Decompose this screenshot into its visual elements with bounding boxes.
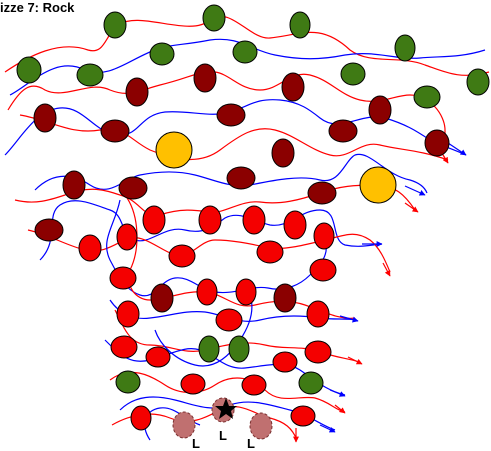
bead-red [256, 240, 284, 264]
bead-green [289, 11, 311, 39]
bead-green [76, 63, 104, 87]
bead-green [413, 85, 441, 109]
bead-label: L [219, 428, 227, 443]
bead-faded [249, 412, 273, 440]
bead-darkred [226, 166, 256, 190]
bead-red [78, 234, 102, 262]
thread-red [4, 15, 490, 76]
bead-darkred [368, 95, 392, 125]
bead-green [466, 68, 490, 96]
bead-label: L [192, 436, 200, 451]
bead-red [215, 308, 243, 332]
bead-darkred [216, 103, 246, 127]
bead-red [130, 405, 152, 431]
bead-green [16, 56, 42, 84]
bead-red [109, 266, 137, 290]
bead-green [340, 62, 366, 86]
bead-red [168, 244, 196, 268]
thread-red [109, 371, 346, 413]
bead-red [313, 222, 335, 250]
bead-red [142, 205, 166, 235]
arrow-blue [447, 142, 467, 156]
thread-blue [154, 294, 253, 367]
bead-red [145, 346, 171, 368]
arrow-red [382, 262, 391, 277]
bead-red [198, 205, 222, 235]
thread-blue [106, 199, 327, 297]
bead-darkred [281, 72, 305, 102]
bead-darkred [424, 129, 450, 157]
bead-darkred [273, 283, 297, 313]
arrow-red [334, 404, 346, 414]
bead-gold [155, 131, 193, 169]
bead-darkred [34, 218, 64, 242]
bead-darkred [118, 176, 148, 200]
bead-label: L [247, 436, 255, 451]
bead-green [103, 11, 127, 39]
bead-darkred [150, 283, 174, 313]
bead-green [198, 335, 220, 363]
bead-red [283, 210, 307, 240]
bead-green [149, 42, 175, 66]
bead-green [232, 40, 258, 64]
bead-green [228, 335, 250, 363]
bead-red [242, 205, 266, 235]
bead-red [290, 405, 316, 427]
bead-darkred [328, 119, 358, 143]
thread-blue [104, 339, 346, 396]
arrow-blue [404, 185, 426, 196]
bead-green [115, 370, 141, 394]
bead-red [180, 373, 206, 395]
bead-red [235, 278, 257, 306]
star-icon [215, 398, 237, 419]
arrow-red [347, 356, 363, 365]
bead-darkred [62, 170, 86, 200]
bead-green [298, 371, 324, 395]
bead-green [394, 34, 416, 62]
thread-red [19, 114, 449, 161]
bead-darkred [33, 103, 57, 133]
bead-green [202, 4, 226, 32]
bead-faded [172, 411, 196, 439]
bead-gold [359, 166, 397, 204]
bead-red [272, 351, 298, 373]
bead-red [116, 223, 138, 251]
thread-blue [4, 99, 467, 156]
bead-red [241, 374, 267, 396]
bead-darkred [307, 181, 337, 205]
arrow-blue [339, 315, 359, 323]
bead-darkred [125, 77, 149, 107]
bead-darkred [100, 119, 130, 143]
bead-red [304, 340, 332, 364]
bead-red [196, 278, 218, 306]
bead-darkred [193, 63, 217, 93]
arrow-blue [319, 424, 336, 433]
bead-red [309, 258, 337, 282]
bead-red [306, 300, 330, 328]
bead-red [110, 335, 138, 359]
arrow-blue [329, 389, 346, 397]
bead-red [116, 300, 140, 328]
arrow-red [404, 202, 419, 213]
page-title: izze 7: Rock [0, 0, 75, 15]
bead-darkred [271, 138, 295, 168]
